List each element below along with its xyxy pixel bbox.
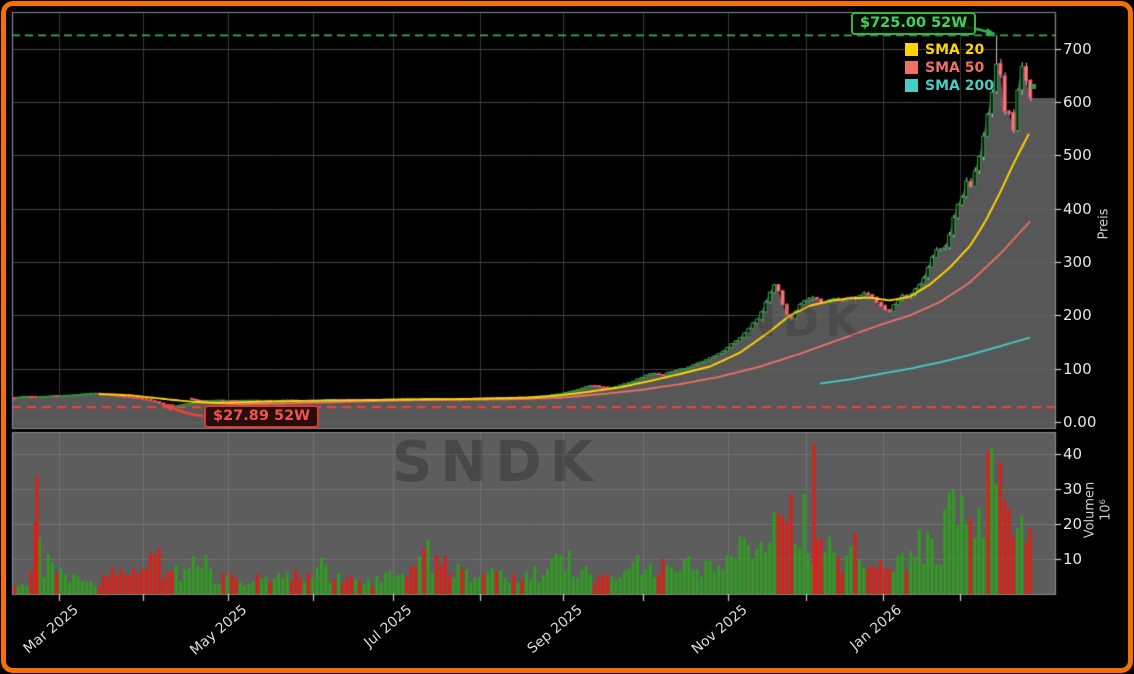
volume-tick-label: 40 xyxy=(1063,445,1083,463)
legend-swatch-icon xyxy=(905,43,918,56)
x-tick-label: Jul 2025 xyxy=(361,602,416,651)
legend-label: SMA 200 xyxy=(925,77,994,94)
legend-label: SMA 20 xyxy=(925,41,985,58)
price-axis-title: Preis xyxy=(1096,208,1112,240)
price-tick-label: 200 xyxy=(1063,306,1092,325)
x-tick-label: Mar 2025 xyxy=(20,602,82,658)
price-tick-label: 600 xyxy=(1063,93,1092,111)
price-tick-label: 700 xyxy=(1063,39,1092,58)
x-tick-label: Sep 2025 xyxy=(524,602,586,657)
legend-item-sma-50: SMA 50 xyxy=(905,60,994,75)
volume-tick-label: 20 xyxy=(1063,515,1083,533)
price-tick-label: 400 xyxy=(1063,199,1092,218)
price-tick-label: 0.00 xyxy=(1063,413,1097,431)
x-tick-label: Jan 2026 xyxy=(847,602,906,654)
legend-swatch-icon xyxy=(905,61,918,74)
price-tick-label: 500 xyxy=(1063,146,1092,165)
low-52w-label: $27.89 52W xyxy=(204,405,320,428)
legend-item-sma-200: SMA 200 xyxy=(905,78,994,93)
x-tick-label: May 2025 xyxy=(187,602,251,659)
legend: SMA 20 SMA 50 SMA 200 xyxy=(905,42,994,93)
price-tick-label: 100 xyxy=(1063,359,1092,378)
volume-tick-label: 30 xyxy=(1063,480,1083,498)
legend-swatch-icon xyxy=(905,79,918,92)
volume-pane-watermark: SNDK xyxy=(392,430,602,495)
volume-axis-title: Volumen xyxy=(1082,481,1098,539)
volume-tick-label: 10 xyxy=(1063,550,1083,568)
x-tick-label: Nov 2025 xyxy=(688,602,751,658)
price-pane-watermark: SNDK xyxy=(702,296,866,347)
high-52w-label: $725.00 52W xyxy=(851,12,977,35)
legend-label: SMA 50 xyxy=(925,59,985,76)
legend-item-sma-20: SMA 20 xyxy=(905,42,994,57)
price-tick-label: 300 xyxy=(1063,253,1092,271)
volume-axis-exponent: 10⁶ xyxy=(1098,499,1114,521)
